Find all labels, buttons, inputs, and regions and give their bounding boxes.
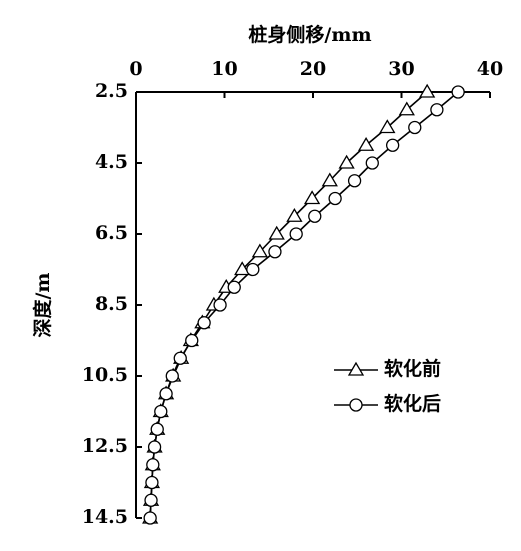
triangle-marker [268, 225, 285, 240]
triangle-marker [398, 101, 415, 116]
x-tick-label: 20 [300, 58, 326, 80]
circle-marker [408, 120, 422, 135]
y-tick-label: 10.5 [82, 364, 128, 386]
circle-marker [154, 404, 168, 419]
circle-marker [146, 458, 160, 472]
circle-marker [147, 440, 162, 454]
legend-label: 软化前 [384, 357, 441, 380]
circle-marker [268, 245, 282, 259]
circle-marker [165, 369, 179, 383]
circle-marker [246, 262, 260, 277]
circle-marker [159, 387, 173, 401]
y-tick-label: 2.5 [95, 80, 128, 102]
circle-marker [197, 316, 211, 330]
legend-label: 软化后 [384, 392, 441, 415]
legend-marker [349, 398, 363, 412]
circle-marker [289, 227, 303, 241]
triangle-marker [234, 261, 251, 276]
triangle-marker [338, 154, 355, 169]
series-line [149, 91, 428, 519]
circle-marker [185, 333, 199, 348]
circle-marker [143, 511, 157, 525]
circle-marker [227, 280, 241, 294]
x-tick-label: 40 [477, 58, 503, 80]
y-tick-label: 4.5 [95, 151, 128, 173]
y-tick-label: 8.5 [95, 293, 128, 315]
circle-marker [347, 174, 362, 188]
circle-marker [385, 138, 400, 152]
y-axis-label: 深度/m [31, 272, 54, 337]
circle-marker [308, 209, 322, 223]
triangle-marker [303, 190, 321, 205]
triangle-marker [286, 207, 303, 222]
circle-marker [213, 298, 227, 312]
x-tick-label: 10 [211, 58, 237, 80]
triangle-marker [379, 119, 396, 134]
circle-marker [145, 475, 159, 490]
triangle-marker [419, 83, 436, 98]
y-tick-label: 14.5 [82, 506, 128, 528]
triangle-marker [357, 136, 375, 151]
circle-marker [144, 493, 158, 507]
circle-marker [451, 85, 465, 99]
legend-marker [347, 361, 365, 376]
circle-marker [365, 156, 379, 170]
x-tick-label: 0 [129, 58, 142, 80]
triangle-marker [321, 172, 338, 187]
circle-marker [150, 422, 164, 436]
y-tick-label: 6.5 [95, 222, 128, 244]
circle-marker [173, 351, 187, 365]
x-tick-label: 30 [388, 58, 414, 80]
circle-marker [430, 103, 444, 117]
y-tick-label: 12.5 [82, 435, 128, 457]
series-line [149, 91, 459, 519]
triangle-marker [251, 243, 269, 258]
chart-title: 桩身侧移/mm [248, 23, 371, 46]
circle-marker [328, 191, 342, 206]
